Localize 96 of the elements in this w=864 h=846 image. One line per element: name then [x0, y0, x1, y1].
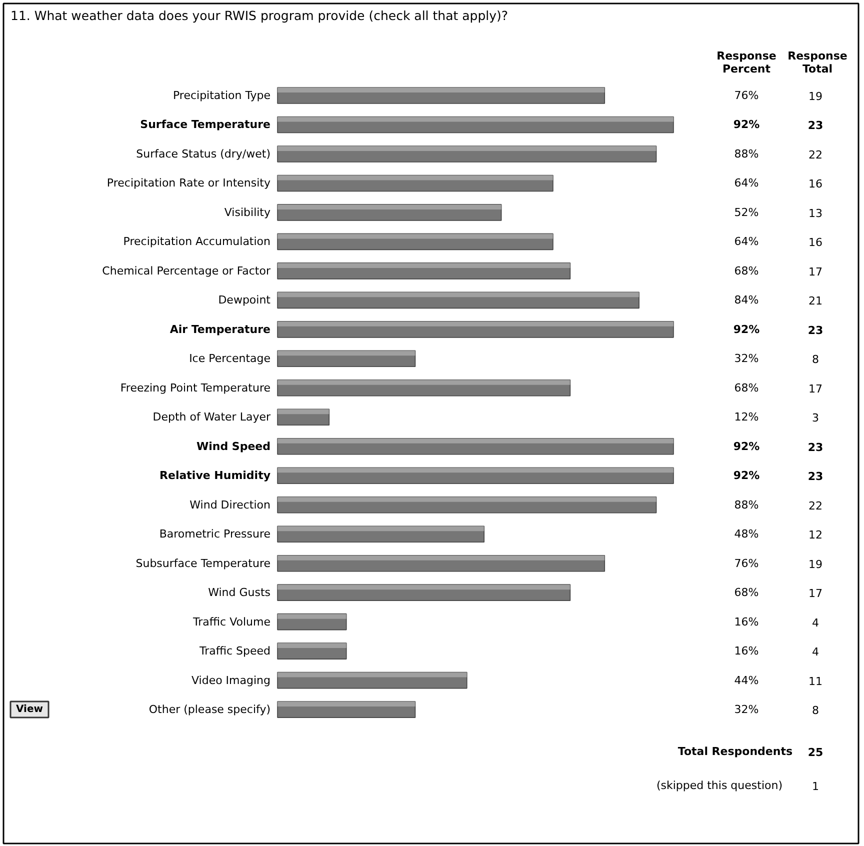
text: 22 [808, 499, 822, 512]
data-label: 52% [734, 206, 759, 219]
y-tick-label: Wind Gusts [208, 586, 271, 600]
y-tick-label: Barometric Pressure [159, 528, 271, 541]
data-label: 68% [734, 264, 759, 278]
data-label: 92% [733, 322, 760, 336]
text: 22 [808, 148, 822, 162]
y-tick-label: Precipitation Accumulation [123, 235, 271, 248]
text: 3 [812, 412, 819, 425]
y-tick-label: Precipitation Rate or Intensity [106, 176, 271, 190]
y-tick-label: Freezing Point Temperature [120, 381, 271, 394]
y-tick-label: Dewpoint [218, 294, 272, 307]
text: 25 [808, 746, 824, 759]
text: 23 [808, 470, 824, 484]
bar [277, 467, 674, 484]
text: 4 [812, 616, 819, 630]
text: 17 [808, 265, 822, 278]
y-tick-label: Ice Percentage [189, 352, 271, 366]
bar [277, 116, 674, 134]
y-tick-label: Traffic Volume [192, 615, 271, 628]
data-label: 76% [734, 89, 759, 102]
text: 19 [808, 558, 822, 571]
bar [277, 642, 347, 660]
bar [277, 496, 657, 514]
text: 17 [808, 587, 822, 600]
data-label: 12% [734, 410, 759, 424]
y-tick-label: Other (please specify) [148, 703, 271, 716]
bar [277, 701, 416, 718]
data-label: 16% [734, 615, 759, 628]
text: 8 [812, 353, 819, 366]
y-tick-label: Wind Speed [196, 440, 270, 453]
bar [277, 321, 674, 338]
data-label: 32% [734, 703, 759, 716]
data-label: 44% [734, 674, 759, 687]
data-label: 76% [734, 556, 759, 570]
text: 17 [808, 382, 822, 396]
bar [277, 526, 485, 542]
data-label: 92% [733, 469, 760, 482]
data-label: 92% [733, 440, 760, 453]
text: View [16, 704, 44, 715]
data-label: 88% [734, 147, 759, 160]
text: 23 [808, 119, 824, 132]
text: 12 [808, 528, 822, 542]
bar [277, 438, 674, 455]
text: 4 [812, 646, 819, 659]
y-tick-label: Air Temperature [170, 322, 271, 336]
data-label: 64% [734, 176, 759, 190]
bar [277, 554, 606, 572]
data-label: 68% [734, 586, 759, 600]
text: 8 [812, 704, 819, 718]
y-tick-label: Subsurface Temperature [136, 556, 271, 570]
bar [277, 672, 468, 689]
text: 23 [808, 440, 824, 454]
text: 11 [808, 674, 822, 688]
data-label: 84% [734, 294, 759, 307]
y-tick-label: Precipitation Type [172, 89, 271, 102]
data-label: 48% [734, 528, 759, 541]
bar [277, 262, 571, 280]
y-tick-label: Wind Direction [190, 498, 271, 512]
bar [277, 233, 554, 250]
data-label: 92% [733, 118, 760, 132]
y-tick-label: Depth of Water Layer [152, 410, 271, 424]
text: 21 [808, 294, 822, 308]
bar [277, 204, 502, 221]
bar [277, 146, 657, 162]
y-tick-label: Video Imaging [191, 674, 271, 687]
text: 13 [808, 206, 822, 220]
text: 23 [808, 324, 824, 337]
data-label: 64% [734, 235, 759, 248]
bar [277, 87, 606, 104]
bar [277, 408, 330, 426]
data-label: 32% [734, 352, 759, 366]
data-label: 68% [734, 381, 759, 394]
y-tick-label: Surface Temperature [140, 118, 271, 132]
y-tick-label: Surface Status (dry/wet) [136, 147, 271, 160]
text: (skipped this question) [656, 779, 783, 792]
y-tick-label: Relative Humidity [160, 469, 271, 482]
text: Response Total [788, 50, 848, 76]
text: Response Percent [716, 50, 776, 76]
bar [277, 292, 640, 309]
text: Total Respondents [678, 745, 793, 758]
text: 1 [812, 780, 819, 793]
data-label: 16% [734, 644, 759, 658]
text: 16 [808, 236, 822, 250]
y-tick-label: Chemical Percentage or Factor [102, 264, 271, 278]
text: 19 [808, 90, 822, 103]
chart-title: 11. What weather data does your RWIS program provide (check all that apply)? [10, 8, 508, 23]
bar [277, 380, 571, 396]
y-tick-label: Traffic Speed [198, 644, 271, 658]
data-label: 88% [734, 498, 759, 512]
bar [277, 350, 416, 368]
y-tick-label: Visibility [224, 206, 271, 219]
bar [277, 613, 347, 630]
bar [277, 174, 554, 192]
text: 16 [808, 178, 822, 191]
bar [277, 584, 571, 601]
